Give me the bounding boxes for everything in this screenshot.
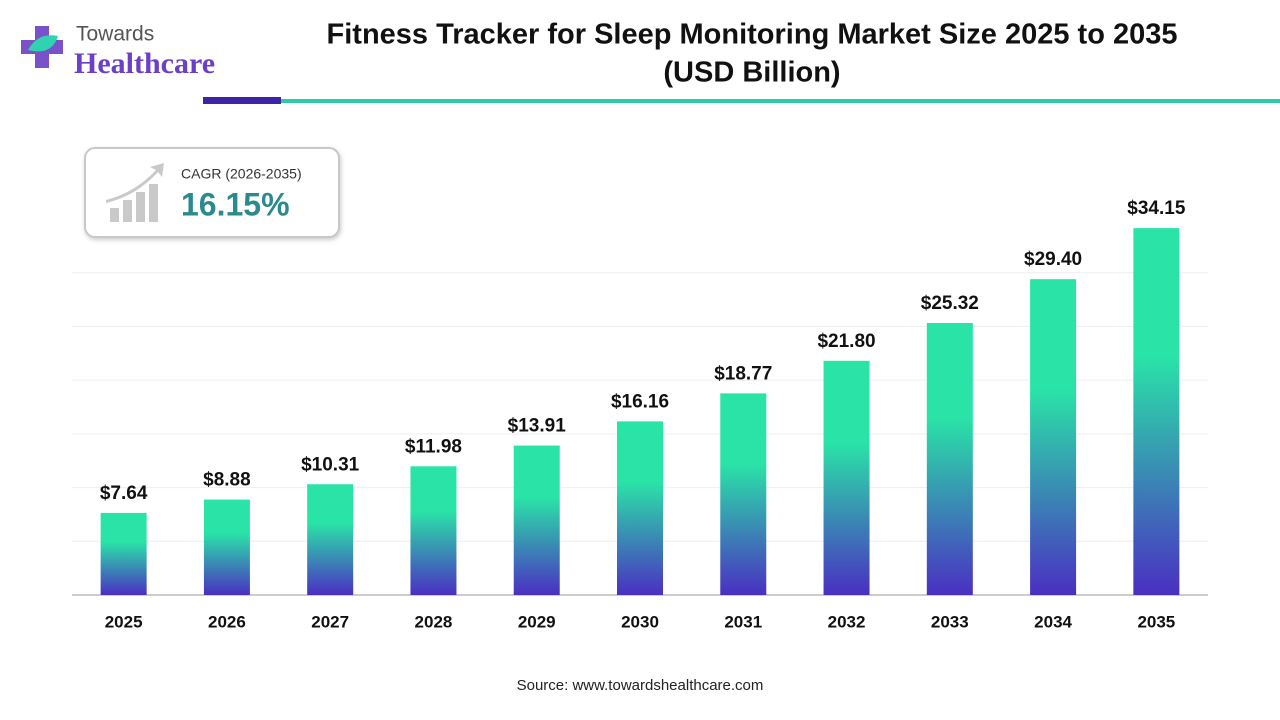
bar — [203, 499, 250, 595]
source: Source: www.towardshealthcare.com — [517, 677, 764, 694]
bar — [307, 484, 354, 595]
bar — [926, 322, 973, 595]
value-label: $8.88 — [203, 470, 251, 491]
x-tick-label: 2034 — [1034, 612, 1072, 631]
cagr-icon — [106, 163, 164, 222]
value-label: $29.40 — [1024, 249, 1082, 270]
x-tick-label: 2031 — [724, 612, 762, 631]
bar — [1133, 228, 1180, 596]
header-accent — [203, 97, 281, 104]
cagr-box — [84, 147, 340, 238]
x-tick-label: 2028 — [415, 612, 453, 631]
value-label: $13.91 — [508, 416, 567, 437]
bar — [513, 445, 560, 595]
bar — [410, 466, 457, 595]
x-tick-label: 2035 — [1137, 612, 1175, 631]
value-label: $34.15 — [1127, 198, 1186, 219]
header-line — [281, 99, 1280, 103]
chart-title: Fitness Tracker for Sleep Monitoring Mar… — [327, 19, 1178, 51]
x-tick-label: 2027 — [311, 612, 349, 631]
bar — [1030, 279, 1077, 595]
bar — [823, 360, 870, 595]
logo — [21, 26, 63, 68]
x-tick-label: 2030 — [621, 612, 659, 631]
cagr-value: 16.15% — [181, 186, 290, 222]
value-label: $11.98 — [405, 436, 462, 457]
value-label: $25.32 — [921, 293, 979, 314]
value-label: $18.77 — [714, 363, 772, 384]
x-tick-label: 2033 — [931, 612, 969, 631]
x-tick-label: 2032 — [828, 612, 866, 631]
brand-top: Towards — [76, 23, 154, 46]
bar — [617, 421, 663, 595]
x-tick-label: 2025 — [105, 612, 143, 631]
bar — [720, 393, 767, 595]
brand-name: Healthcare — [74, 47, 215, 80]
value-label: $7.64 — [100, 483, 148, 504]
value-label: $10.31 — [301, 454, 360, 475]
bar — [100, 512, 147, 595]
chart-subtitle: (USD Billion) — [663, 57, 840, 89]
value-label: $16.16 — [611, 391, 669, 412]
value-label: $21.80 — [817, 331, 875, 352]
cagr-label: CAGR (2026-2035) — [181, 166, 302, 182]
x-tick-label: 2026 — [208, 612, 246, 631]
x-tick-label: 2029 — [518, 612, 556, 631]
